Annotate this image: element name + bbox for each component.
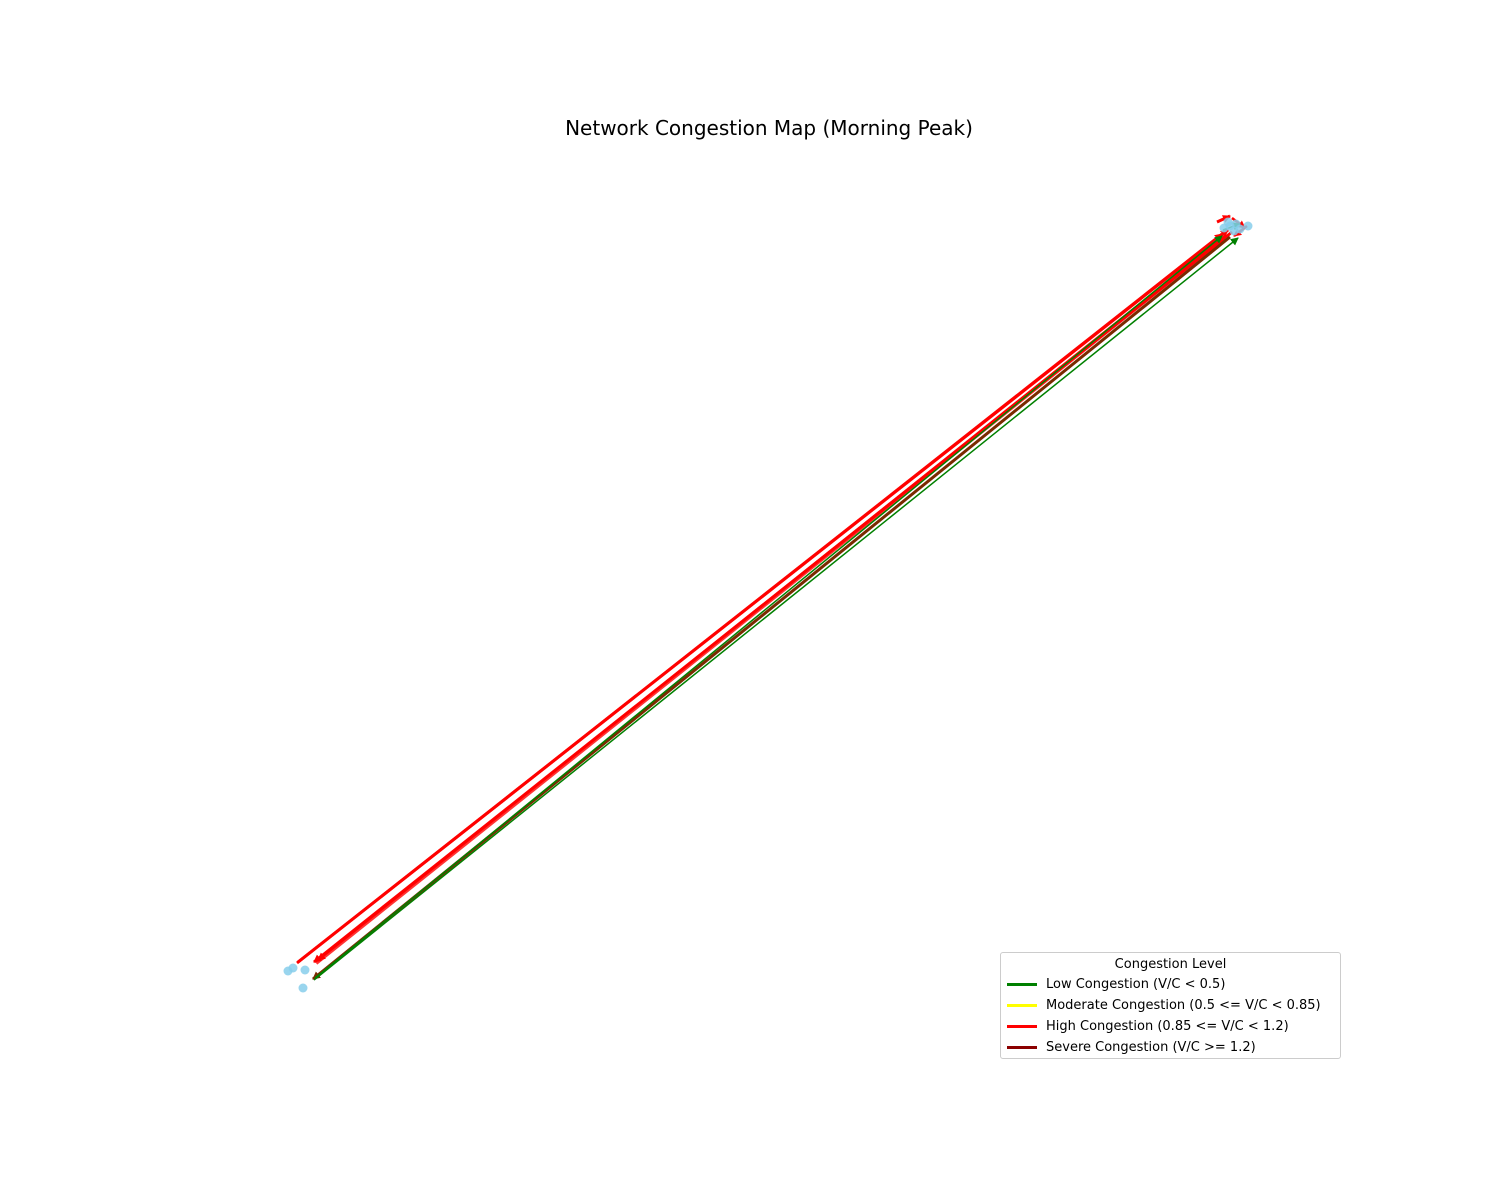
legend-swatch-high [1007, 1025, 1037, 1028]
node-11 [1223, 217, 1233, 227]
legend-item-severe: Severe Congestion (V/C >= 1.2) [1001, 1037, 1340, 1058]
node-9 [1229, 226, 1239, 236]
edge-high-2 [297, 228, 1229, 964]
legend: Congestion Level Low Congestion (V/C < 0… [1000, 952, 1341, 1059]
network-edges [296, 214, 1248, 981]
map-title: Network Congestion Map (Morning Peak) [565, 116, 973, 140]
node-2 [288, 963, 298, 973]
legend-swatch-severe [1007, 1046, 1037, 1049]
legend-label-high: High Congestion (0.85 <= V/C < 1.2) [1046, 1019, 1289, 1034]
legend-swatch-moderate [1007, 1004, 1037, 1007]
node-3 [300, 965, 310, 975]
legend-item-low: Low Congestion (V/C < 0.5) [1001, 974, 1340, 995]
legend-title: Congestion Level [1114, 957, 1227, 972]
legend-label-low: Low Congestion (V/C < 0.5) [1046, 977, 1226, 992]
legend-item-moderate: Moderate Congestion (0.5 <= V/C < 0.85) [1001, 995, 1340, 1016]
edge-low-1 [313, 237, 1239, 981]
legend-item-high: High Congestion (0.85 <= V/C < 1.2) [1001, 1016, 1340, 1037]
legend-swatch-low [1007, 983, 1037, 986]
legend-label-moderate: Moderate Congestion (0.5 <= V/C < 0.85) [1046, 998, 1321, 1013]
legend-label-severe: Severe Congestion (V/C >= 1.2) [1046, 1040, 1256, 1055]
network-nodes [283, 217, 1253, 993]
node-4 [298, 983, 308, 993]
edge-high-local-1 [1216, 214, 1231, 224]
node-10 [1243, 221, 1253, 231]
edge-low-2 [314, 235, 1223, 979]
